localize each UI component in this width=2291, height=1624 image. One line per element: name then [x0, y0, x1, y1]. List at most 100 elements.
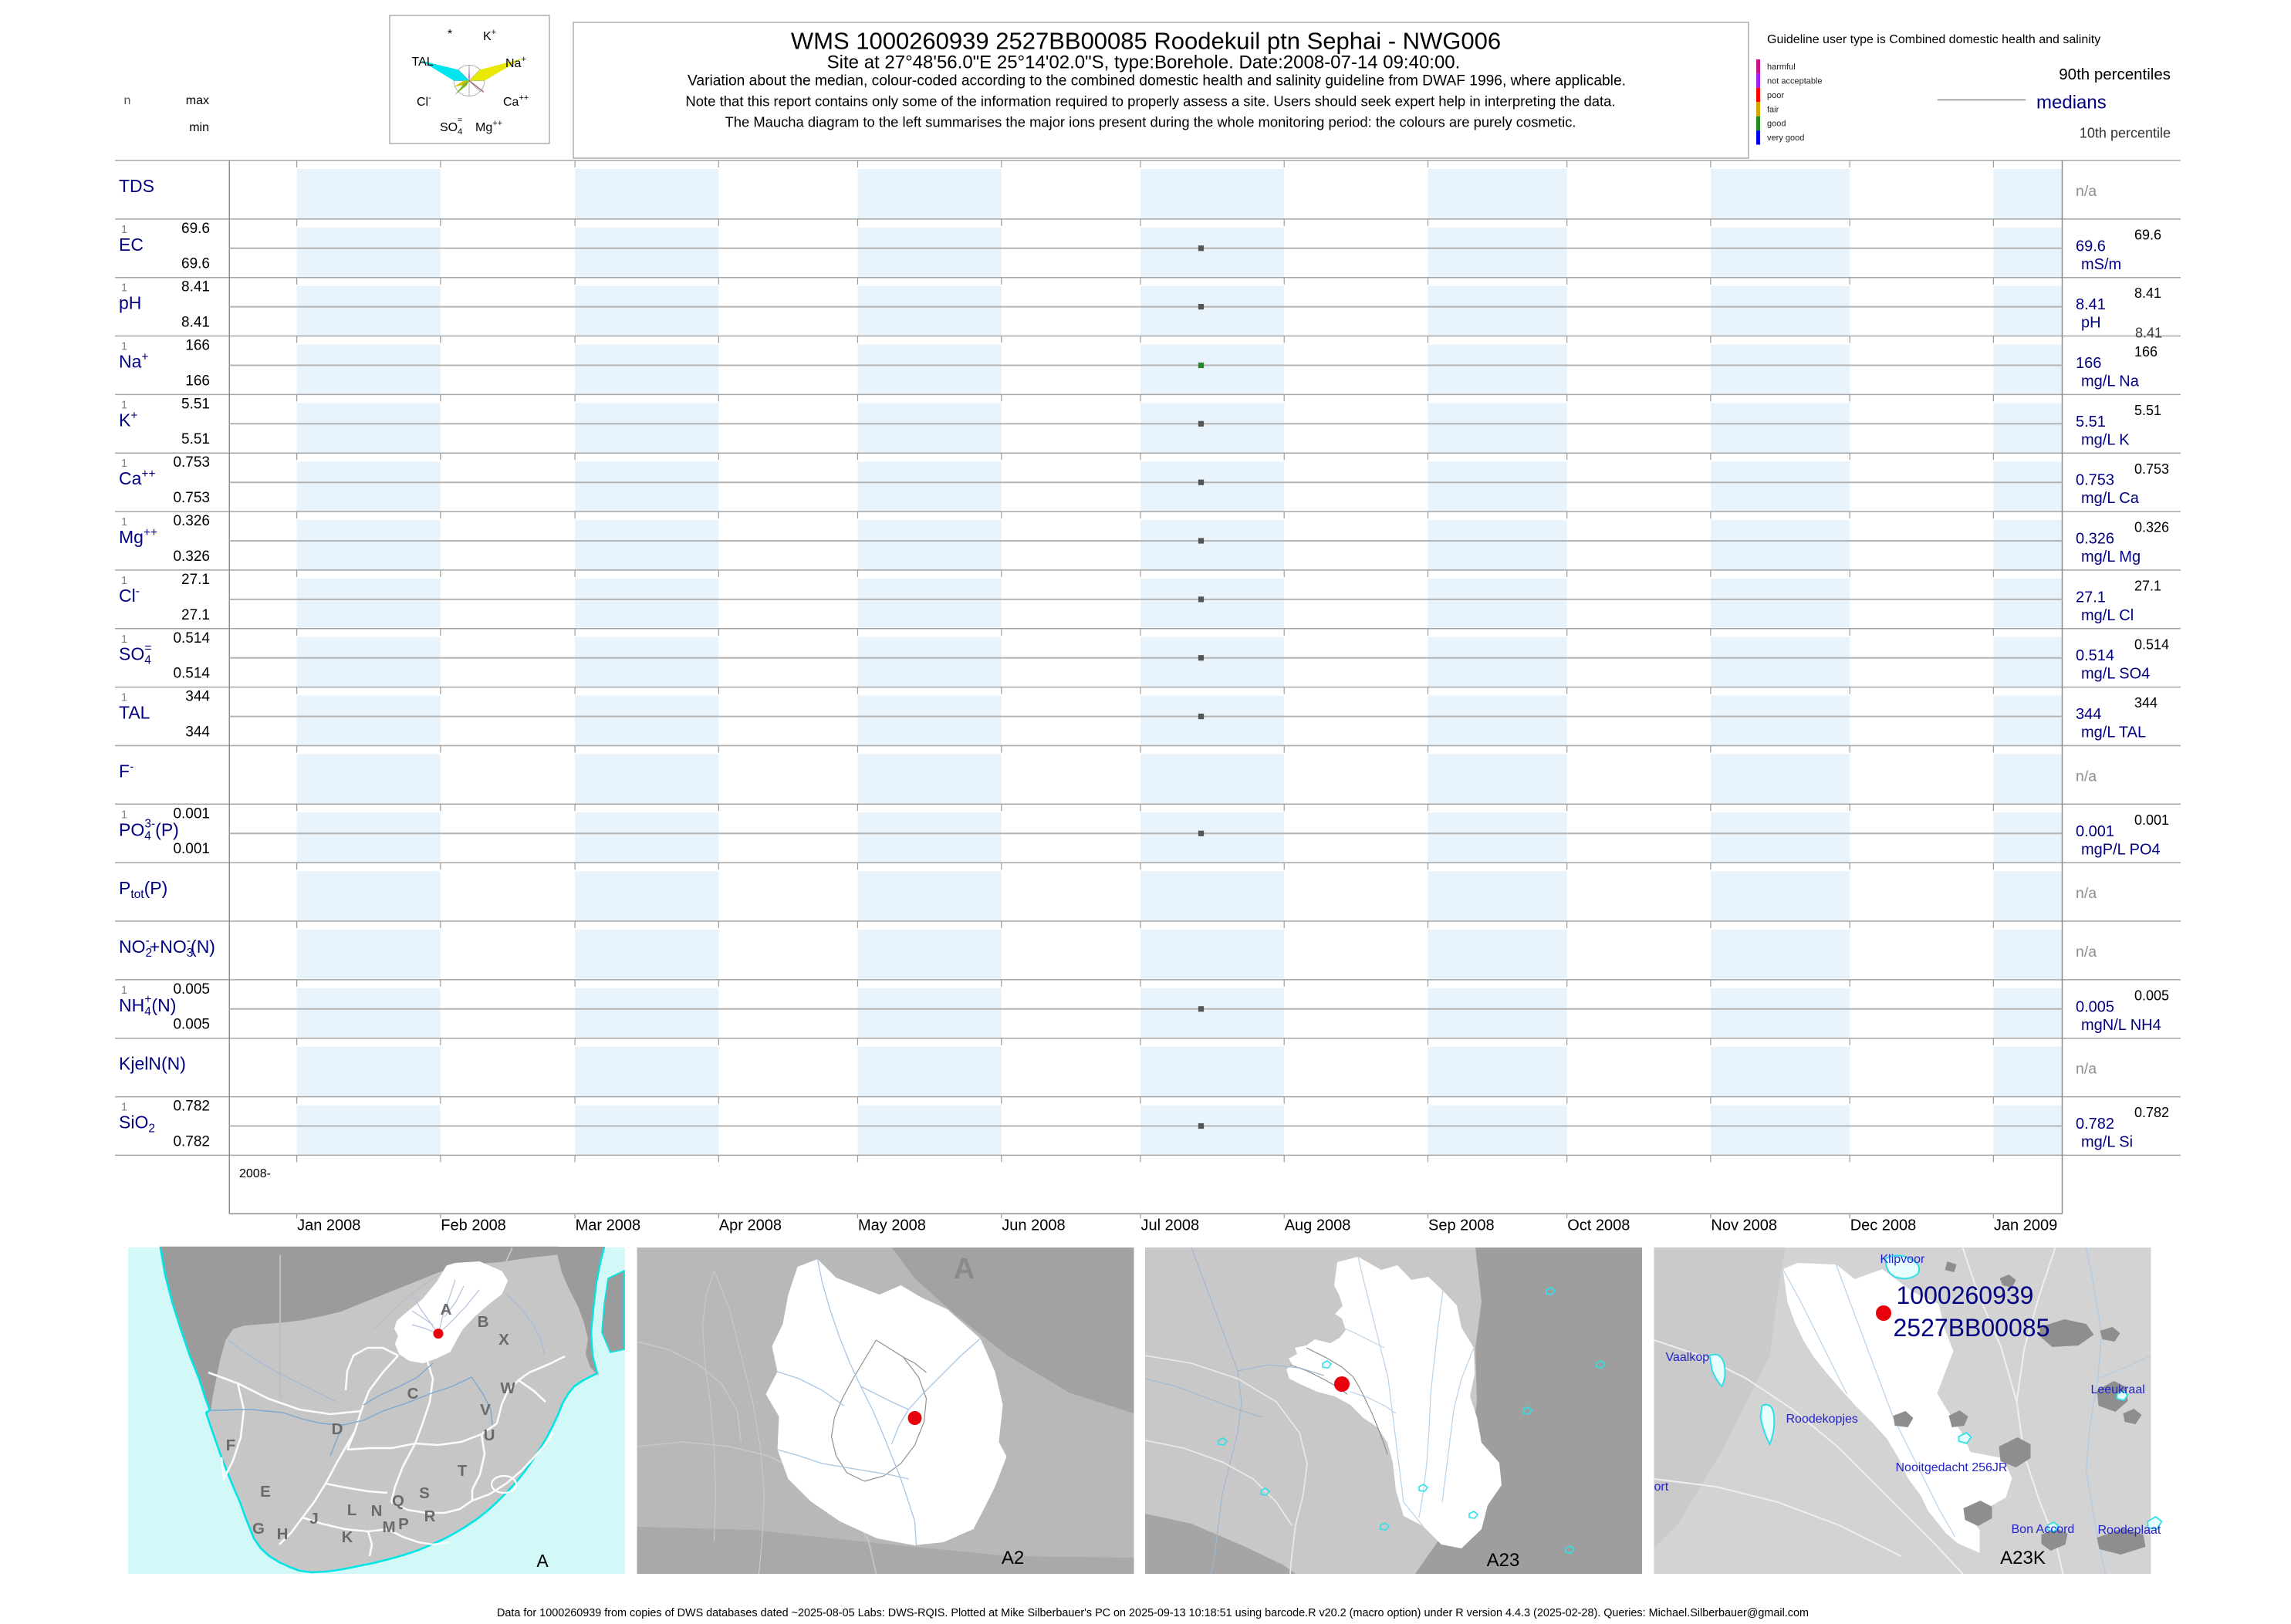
- svg-text:WMS 1000260939 2527BB00085 Roo: WMS 1000260939 2527BB00085 Roodekuil ptn…: [791, 28, 1501, 55]
- svg-text:TAL: TAL: [412, 56, 434, 69]
- svg-text:TAL: TAL: [119, 703, 150, 723]
- svg-text:344: 344: [185, 689, 210, 705]
- svg-text:A: A: [536, 1551, 549, 1571]
- svg-text:C: C: [407, 1385, 419, 1403]
- svg-text:1: 1: [121, 341, 127, 353]
- svg-text:0.782: 0.782: [173, 1099, 210, 1115]
- svg-text:1: 1: [121, 516, 127, 528]
- svg-text:0.753: 0.753: [2134, 461, 2169, 477]
- svg-text:166: 166: [2076, 355, 2101, 372]
- svg-text:Vaalkop: Vaalkop: [1666, 1351, 1710, 1364]
- svg-text:A: A: [441, 1301, 452, 1318]
- svg-text:8.41: 8.41: [181, 279, 210, 295]
- svg-text:69.6: 69.6: [2076, 238, 2106, 255]
- svg-text:1: 1: [121, 633, 127, 646]
- svg-text:Aug 2008: Aug 2008: [1285, 1217, 1351, 1234]
- svg-text:0.001: 0.001: [173, 841, 210, 857]
- svg-text:0.326: 0.326: [2134, 520, 2169, 535]
- svg-text:n/a: n/a: [2076, 944, 2097, 961]
- svg-text:90th percentiles: 90th percentiles: [2059, 66, 2171, 83]
- svg-text:M: M: [382, 1518, 395, 1536]
- svg-text:May 2008: May 2008: [858, 1217, 926, 1234]
- svg-text:166: 166: [185, 338, 210, 354]
- svg-text:Note that this report contains: Note that this report contains only some…: [685, 93, 1615, 110]
- svg-text:Nov 2008: Nov 2008: [1711, 1217, 1777, 1234]
- svg-text:0.782: 0.782: [2134, 1105, 2169, 1120]
- svg-text:5.51: 5.51: [2134, 403, 2161, 418]
- svg-text:R: R: [424, 1508, 436, 1525]
- svg-text:F: F: [226, 1437, 236, 1454]
- svg-text:mg/L TAL: mg/L TAL: [2081, 724, 2146, 741]
- svg-text:0.753: 0.753: [2076, 472, 2114, 489]
- svg-text:1: 1: [121, 809, 127, 821]
- svg-text:Guideline user type is Combine: Guideline user type is Combined domestic…: [1767, 33, 2100, 46]
- svg-text:0.005: 0.005: [2076, 998, 2114, 1015]
- svg-text:W: W: [500, 1379, 515, 1397]
- svg-text:S: S: [419, 1484, 430, 1502]
- svg-text:pH: pH: [119, 293, 141, 313]
- svg-text:Na+: Na+: [505, 55, 526, 70]
- svg-text:EC: EC: [119, 235, 144, 255]
- svg-text:1: 1: [121, 984, 127, 997]
- svg-text:D: D: [332, 1420, 343, 1438]
- svg-text:NO2-+NO3-(N): NO2-+NO3-(N): [119, 934, 215, 960]
- svg-text:0.326: 0.326: [173, 549, 210, 565]
- svg-text:n/a: n/a: [2076, 183, 2097, 200]
- svg-text:0.001: 0.001: [2076, 823, 2114, 840]
- svg-text:K: K: [342, 1528, 353, 1546]
- svg-text:0.005: 0.005: [173, 981, 210, 998]
- svg-text:Cl-: Cl-: [417, 93, 431, 109]
- svg-text:SO4=: SO4=: [119, 642, 151, 667]
- svg-text:Jan 2009: Jan 2009: [1994, 1217, 2057, 1234]
- svg-text:Sep 2008: Sep 2008: [1428, 1217, 1495, 1234]
- svg-text:166: 166: [2134, 344, 2158, 360]
- svg-text:0.514: 0.514: [2134, 636, 2169, 652]
- svg-text:Data for 1000260939 from copie: Data for 1000260939 from copies of DWS d…: [497, 1607, 1809, 1619]
- svg-text:344: 344: [2076, 706, 2101, 723]
- svg-text:V: V: [480, 1401, 491, 1419]
- svg-text:69.6: 69.6: [181, 221, 210, 237]
- svg-text:not acceptable: not acceptable: [1767, 76, 1823, 86]
- svg-text:8.41: 8.41: [181, 315, 210, 331]
- svg-text:pH: pH: [2081, 315, 2101, 332]
- svg-text:Apr 2008: Apr 2008: [719, 1217, 782, 1234]
- svg-text:A23K: A23K: [2000, 1548, 2046, 1568]
- svg-text:0.782: 0.782: [173, 1133, 210, 1150]
- svg-text:1: 1: [121, 224, 127, 236]
- svg-text:mg/L Cl: mg/L Cl: [2081, 607, 2134, 624]
- svg-text:G: G: [252, 1520, 265, 1538]
- svg-text:Q: Q: [392, 1492, 404, 1510]
- svg-text:T: T: [458, 1462, 468, 1480]
- svg-text:A2: A2: [1002, 1548, 1024, 1568]
- svg-text:344: 344: [185, 724, 210, 741]
- svg-text:P: P: [398, 1515, 409, 1533]
- svg-text:Mar 2008: Mar 2008: [576, 1217, 641, 1234]
- svg-text:Roodeplaat: Roodeplaat: [2098, 1524, 2161, 1537]
- svg-text:medians: medians: [2036, 93, 2107, 113]
- svg-text:n/a: n/a: [2076, 768, 2097, 785]
- svg-text:Bon Accord: Bon Accord: [2012, 1523, 2075, 1536]
- svg-text:0.005: 0.005: [2134, 988, 2169, 1003]
- svg-text:344: 344: [2134, 695, 2158, 711]
- svg-text:8.41: 8.41: [2134, 285, 2161, 301]
- svg-text:166: 166: [185, 373, 210, 389]
- svg-text:n/a: n/a: [2076, 885, 2097, 902]
- svg-text:5.51: 5.51: [181, 431, 210, 447]
- svg-text:KjelN(N): KjelN(N): [119, 1054, 186, 1074]
- svg-text:E: E: [260, 1483, 271, 1501]
- svg-text:0.326: 0.326: [2076, 531, 2114, 548]
- svg-text:0.514: 0.514: [173, 666, 210, 682]
- svg-text:PO43-(P): PO43-(P): [119, 817, 179, 842]
- svg-text:Feb 2008: Feb 2008: [441, 1217, 506, 1234]
- svg-text:0.753: 0.753: [173, 454, 210, 471]
- svg-text:5.51: 5.51: [181, 396, 210, 412]
- svg-text:mg/L Na: mg/L Na: [2081, 373, 2140, 390]
- svg-text:very good: very good: [1767, 133, 1804, 143]
- svg-text:Roodekopjes: Roodekopjes: [1786, 1413, 1858, 1426]
- svg-text:n/a: n/a: [2076, 1061, 2097, 1078]
- svg-text:mg/L SO4: mg/L SO4: [2081, 666, 2150, 683]
- svg-text:Jun 2008: Jun 2008: [1002, 1217, 1065, 1234]
- svg-text:27.1: 27.1: [2134, 578, 2161, 593]
- svg-text:0.753: 0.753: [173, 490, 210, 506]
- svg-text:good: good: [1767, 120, 1786, 129]
